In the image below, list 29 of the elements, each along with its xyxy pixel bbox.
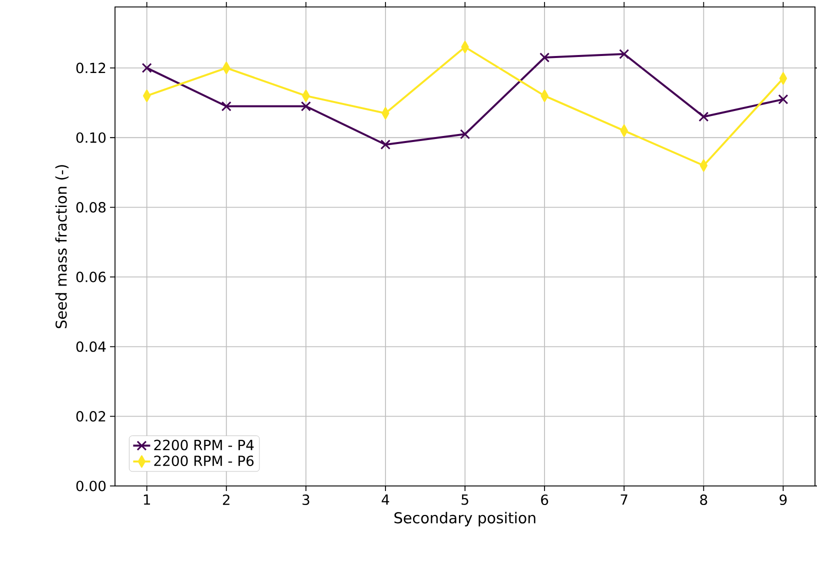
x-tick-label: 3 <box>302 494 310 506</box>
legend-label: 2200 RPM - P4 <box>154 440 254 450</box>
point <box>540 52 550 63</box>
y-tick-label: 0.06 <box>76 272 106 282</box>
point <box>380 140 391 150</box>
y-tick-label: 0.02 <box>76 411 106 422</box>
x-tick-label: 6 <box>541 494 548 506</box>
point <box>698 112 709 122</box>
y-tick-label: 0.04 <box>76 341 106 352</box>
x-tick-label: 9 <box>780 494 787 506</box>
point <box>778 94 788 104</box>
x-tick-label: 1 <box>144 494 150 505</box>
point <box>142 62 152 73</box>
y-tick-label: 0.10 <box>76 132 106 143</box>
x-tick-label: 8 <box>700 494 708 506</box>
y-tick-label: 0.12 <box>76 62 106 74</box>
y-tick-label: 0.00 <box>76 480 106 492</box>
x-tick-label: 2 <box>222 494 230 505</box>
x-tick-label: 5 <box>462 494 468 505</box>
x-tick-label: 4 <box>382 494 390 505</box>
x-axis-title: Secondary position <box>394 512 536 526</box>
point <box>619 48 630 60</box>
point <box>460 129 470 140</box>
y-axis-title: Seed mass fraction (-) <box>55 165 69 328</box>
legend-label: 2200 RPM - P6 <box>154 456 254 466</box>
point <box>221 101 232 112</box>
x-tick-label: 7 <box>620 494 628 505</box>
y-tick-label: 0.08 <box>76 202 106 213</box>
point <box>300 101 311 112</box>
